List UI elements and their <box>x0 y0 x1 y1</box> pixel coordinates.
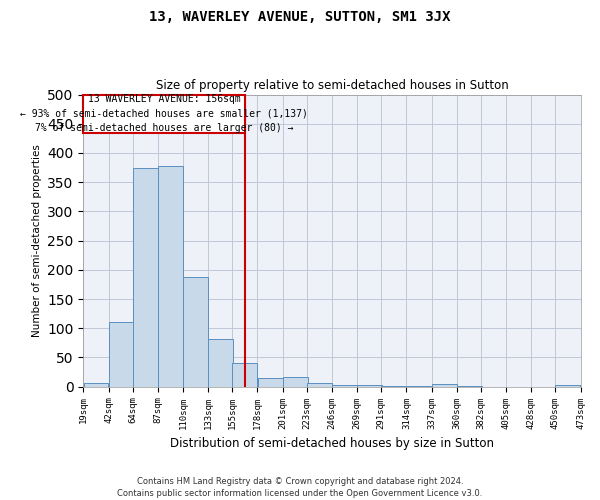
Bar <box>357 385 382 386</box>
Bar <box>183 278 208 386</box>
Bar <box>208 339 233 386</box>
Bar <box>109 322 134 386</box>
Bar <box>232 364 257 386</box>
Bar <box>257 378 283 386</box>
Text: 13 WAVERLEY AVENUE: 156sqm
← 93% of semi-detached houses are smaller (1,137)
7% : 13 WAVERLEY AVENUE: 156sqm ← 93% of semi… <box>20 94 308 134</box>
Bar <box>432 384 457 386</box>
Bar <box>332 385 357 386</box>
Bar <box>307 383 332 386</box>
Title: Size of property relative to semi-detached houses in Sutton: Size of property relative to semi-detach… <box>155 79 508 92</box>
Text: Contains HM Land Registry data © Crown copyright and database right 2024.
Contai: Contains HM Land Registry data © Crown c… <box>118 476 482 498</box>
Bar <box>556 385 580 386</box>
Bar <box>83 382 109 386</box>
Text: 13, WAVERLEY AVENUE, SUTTON, SM1 3JX: 13, WAVERLEY AVENUE, SUTTON, SM1 3JX <box>149 10 451 24</box>
FancyBboxPatch shape <box>83 94 245 132</box>
Bar <box>158 166 183 386</box>
Bar <box>133 168 158 386</box>
X-axis label: Distribution of semi-detached houses by size in Sutton: Distribution of semi-detached houses by … <box>170 437 494 450</box>
Bar <box>283 378 308 386</box>
Y-axis label: Number of semi-detached properties: Number of semi-detached properties <box>32 144 42 337</box>
